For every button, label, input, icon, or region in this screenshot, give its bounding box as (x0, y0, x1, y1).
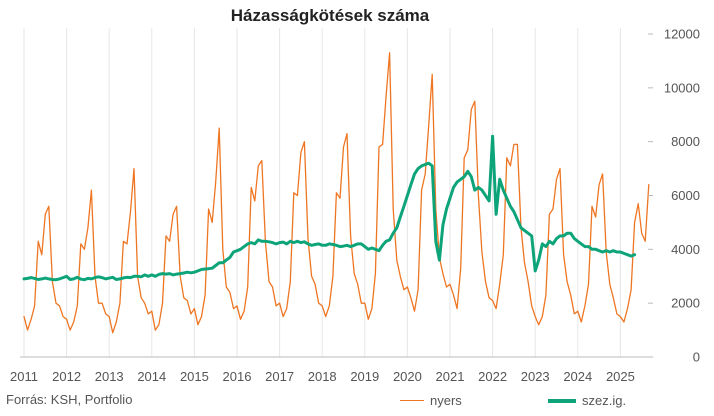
legend-label-seasonally-adjusted: szez.ig. (582, 393, 627, 408)
x-tick-label-2015: 2015 (180, 369, 209, 384)
y-tick-label-2000: 2000 (671, 296, 700, 311)
x-tick-label-2024: 2024 (563, 369, 592, 384)
legend-swatch-raw (400, 400, 424, 401)
x-tick-label-2016: 2016 (223, 369, 252, 384)
x-tick-label-2023: 2023 (521, 369, 550, 384)
x-tick-label-2025: 2025 (606, 369, 635, 384)
legend-label-raw: nyers (430, 393, 462, 408)
x-tick-label-2020: 2020 (393, 369, 422, 384)
source-note: Forrás: KSH, Portfolio (6, 392, 133, 407)
x-tick-label-2017: 2017 (265, 369, 294, 384)
x-axis: 2011 2012 2013 2014 2015 2016 2017 2018 2019 2020… (10, 356, 648, 384)
y-tick-label-6000: 6000 (671, 188, 700, 203)
x-tick-label-2019: 2019 (350, 369, 379, 384)
y-tick-label-0: 0 (693, 350, 700, 365)
x-tick-label-2013: 2013 (95, 369, 124, 384)
x-tick-label-2018: 2018 (308, 369, 337, 384)
series-line-raw (23, 52, 650, 334)
legend-item-seasonally-adjusted: szez.ig. (548, 393, 626, 408)
y-tick-label-10000: 10000 (664, 80, 700, 95)
legend-swatch-seasonally-adjusted (548, 398, 576, 403)
y-axis: 0 2000 4000 6000 8000 10000 12000 (648, 27, 700, 365)
series-line-seasonally-adjusted (22, 134, 637, 282)
x-tick-label-2022: 2022 (478, 369, 507, 384)
chart-title: Házasságkötések száma (230, 6, 430, 25)
y-tick-label-4000: 4000 (671, 242, 700, 257)
y-tick-label-8000: 8000 (671, 134, 700, 149)
x-tick-label-2021: 2021 (436, 369, 465, 384)
x-tick-label-2011: 2011 (10, 369, 38, 384)
x-tick-label-2012: 2012 (52, 369, 81, 384)
y-tick-label-12000: 12000 (664, 27, 700, 42)
x-tick-label-2014: 2014 (137, 369, 166, 384)
series-lines (22, 52, 650, 334)
legend-item-raw: nyers (400, 393, 462, 408)
